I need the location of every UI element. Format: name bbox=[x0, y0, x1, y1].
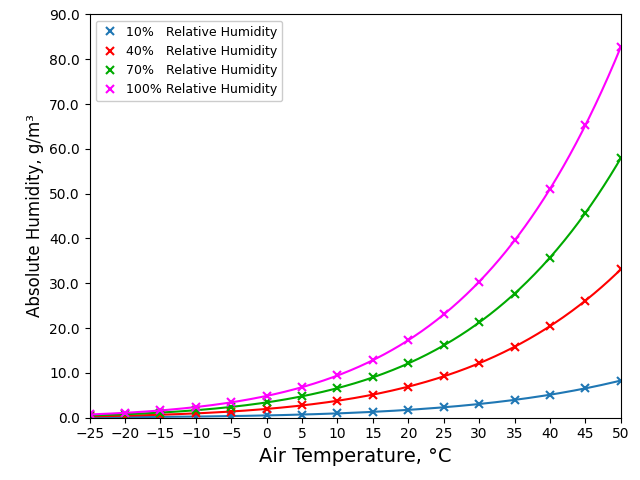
40%   Relative Humidity bbox=[404, 384, 412, 389]
100% Relative Humidity bbox=[617, 44, 625, 50]
10%   Relative Humidity bbox=[476, 401, 483, 407]
Y-axis label: Absolute Humidity, g/m³: Absolute Humidity, g/m³ bbox=[26, 115, 44, 317]
40%   Relative Humidity bbox=[227, 408, 235, 414]
40%   Relative Humidity bbox=[546, 323, 554, 329]
40%   Relative Humidity bbox=[476, 360, 483, 366]
100% Relative Humidity bbox=[369, 357, 377, 363]
100% Relative Humidity bbox=[333, 372, 341, 378]
Line: 100% Relative Humidity: 100% Relative Humidity bbox=[85, 43, 625, 419]
10%   Relative Humidity bbox=[440, 405, 447, 410]
40%   Relative Humidity bbox=[157, 412, 164, 418]
10%   Relative Humidity bbox=[121, 414, 129, 420]
100% Relative Humidity bbox=[192, 404, 200, 410]
70%   Relative Humidity bbox=[227, 404, 235, 410]
40%   Relative Humidity bbox=[582, 298, 589, 303]
70%   Relative Humidity bbox=[582, 210, 589, 216]
100% Relative Humidity bbox=[157, 408, 164, 413]
70%   Relative Humidity bbox=[511, 291, 518, 297]
10%   Relative Humidity bbox=[511, 397, 518, 403]
70%   Relative Humidity bbox=[298, 394, 306, 399]
10%   Relative Humidity bbox=[582, 385, 589, 391]
Legend: 10%   Relative Humidity, 40%   Relative Humidity, 70%   Relative Humidity, 100% : 10% Relative Humidity, 40% Relative Humi… bbox=[96, 21, 282, 101]
70%   Relative Humidity bbox=[157, 410, 164, 416]
100% Relative Humidity bbox=[582, 122, 589, 128]
Line: 70%   Relative Humidity: 70% Relative Humidity bbox=[85, 154, 625, 420]
100% Relative Humidity bbox=[121, 410, 129, 416]
10%   Relative Humidity bbox=[617, 378, 625, 384]
70%   Relative Humidity bbox=[404, 360, 412, 366]
70%   Relative Humidity bbox=[617, 156, 625, 161]
100% Relative Humidity bbox=[86, 411, 93, 417]
X-axis label: Air Temperature, °C: Air Temperature, °C bbox=[259, 447, 451, 466]
100% Relative Humidity bbox=[476, 279, 483, 285]
10%   Relative Humidity bbox=[192, 414, 200, 420]
100% Relative Humidity bbox=[263, 393, 271, 399]
100% Relative Humidity bbox=[227, 399, 235, 405]
100% Relative Humidity bbox=[511, 238, 518, 243]
40%   Relative Humidity bbox=[369, 392, 377, 397]
70%   Relative Humidity bbox=[86, 412, 93, 418]
40%   Relative Humidity bbox=[121, 413, 129, 419]
40%   Relative Humidity bbox=[192, 410, 200, 416]
70%   Relative Humidity bbox=[476, 320, 483, 325]
Line: 10%   Relative Humidity: 10% Relative Humidity bbox=[85, 376, 625, 421]
10%   Relative Humidity bbox=[263, 412, 271, 418]
70%   Relative Humidity bbox=[121, 411, 129, 417]
100% Relative Humidity bbox=[546, 186, 554, 192]
70%   Relative Humidity bbox=[369, 374, 377, 380]
70%   Relative Humidity bbox=[546, 255, 554, 261]
100% Relative Humidity bbox=[404, 337, 412, 343]
40%   Relative Humidity bbox=[617, 266, 625, 272]
Line: 40%   Relative Humidity: 40% Relative Humidity bbox=[85, 265, 625, 420]
100% Relative Humidity bbox=[298, 384, 306, 390]
40%   Relative Humidity bbox=[263, 406, 271, 412]
40%   Relative Humidity bbox=[511, 344, 518, 349]
70%   Relative Humidity bbox=[333, 385, 341, 391]
10%   Relative Humidity bbox=[404, 407, 412, 413]
40%   Relative Humidity bbox=[298, 403, 306, 408]
10%   Relative Humidity bbox=[369, 409, 377, 415]
40%   Relative Humidity bbox=[333, 398, 341, 404]
40%   Relative Humidity bbox=[440, 373, 447, 379]
10%   Relative Humidity bbox=[227, 413, 235, 419]
70%   Relative Humidity bbox=[440, 343, 447, 348]
10%   Relative Humidity bbox=[333, 410, 341, 416]
70%   Relative Humidity bbox=[192, 408, 200, 413]
10%   Relative Humidity bbox=[157, 414, 164, 420]
100% Relative Humidity bbox=[440, 312, 447, 317]
10%   Relative Humidity bbox=[546, 392, 554, 397]
70%   Relative Humidity bbox=[263, 399, 271, 405]
10%   Relative Humidity bbox=[86, 414, 93, 420]
40%   Relative Humidity bbox=[86, 413, 93, 419]
10%   Relative Humidity bbox=[298, 412, 306, 418]
